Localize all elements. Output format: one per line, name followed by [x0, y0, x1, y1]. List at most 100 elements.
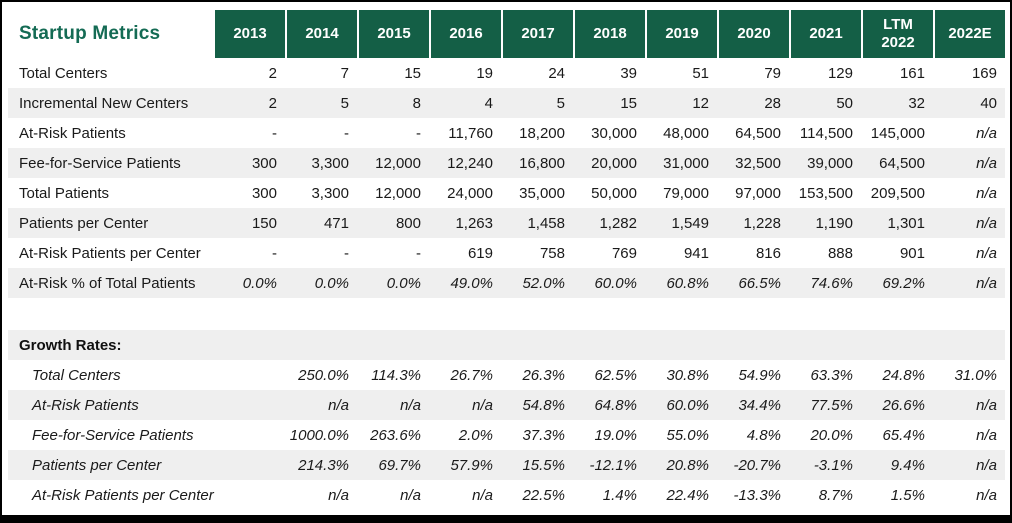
cell-value: 2 [268, 94, 277, 112]
cell-value: 60.0% [666, 396, 709, 414]
cell-value: 57.9% [450, 456, 493, 474]
cell-value: 816 [755, 244, 781, 262]
cell-value: -12.1% [589, 456, 637, 474]
cell-value: 55.0% [666, 426, 709, 444]
cell-value: 50 [836, 94, 853, 112]
cell-value: 769 [611, 244, 637, 262]
cell-value: - [344, 124, 349, 142]
cell-value: 1,549 [671, 214, 709, 232]
cell-value: 1000.0% [289, 426, 349, 444]
year-header-2016: 2016 [429, 10, 501, 58]
row-label: Patients per Center [19, 214, 149, 232]
cell-value: n/a [328, 486, 349, 504]
cell-value: n/a [472, 396, 493, 414]
cell-value: 1,282 [599, 214, 637, 232]
cell-value: 114,500 [799, 124, 853, 142]
cell-value: 0.0% [314, 274, 349, 292]
cell-value: 51 [692, 64, 709, 82]
cell-value: 48,000 [663, 124, 709, 142]
cell-value: 20.8% [666, 456, 709, 474]
cell-value: n/a [400, 486, 421, 504]
year-header-2018: 2018 [573, 10, 645, 58]
cell-value: 150 [251, 214, 277, 232]
cell-value: 22.4% [666, 486, 709, 504]
cell-value: 4.8% [746, 426, 781, 444]
cell-value: 8 [412, 94, 421, 112]
cell-value: 63.3% [810, 366, 853, 384]
table-row: At-Risk Patients per Center - - - 619 758 769 9… [8, 238, 1005, 268]
cell-value: 1.4% [602, 486, 637, 504]
cell-value: 20.0% [810, 426, 853, 444]
cell-value: n/a [976, 184, 997, 202]
row-label: Total Centers [19, 64, 108, 82]
cell-value: 32,500 [735, 154, 781, 172]
cell-value: 145,000 [870, 124, 925, 142]
cell-value: 49.0% [450, 274, 493, 292]
table-header-row: Startup Metrics 2013 2014 2015 2016 2017 2018… [8, 10, 1005, 58]
cell-value: n/a [976, 154, 997, 172]
cell-value: 39 [620, 64, 637, 82]
cell-value: 800 [395, 214, 421, 232]
year-header-2019: 2019 [645, 10, 717, 58]
row-label: At-Risk % of Total Patients [19, 274, 196, 292]
cell-value: 300 [251, 154, 277, 172]
cell-value: 12,000 [375, 184, 421, 202]
cell-value: 3,300 [311, 154, 349, 172]
cell-value: 300 [251, 184, 277, 202]
cell-value: 26.7% [450, 366, 493, 384]
cell-value: 619 [467, 244, 493, 262]
cell-value: - [416, 244, 421, 262]
cell-value: 74.6% [810, 274, 853, 292]
cell-value: 69.7% [378, 456, 421, 474]
cell-value: - [344, 244, 349, 262]
table-row: Patients per Center 150 471 800 1,263 1,458 1,… [8, 208, 1005, 238]
cell-value: 60.0% [594, 274, 637, 292]
cell-value: 250.0% [298, 366, 349, 384]
cell-value: 1,458 [527, 214, 565, 232]
cell-value: 15 [620, 94, 637, 112]
table-row: At-Risk Patients - - - 11,760 18,200 30,000 48,… [8, 118, 1005, 148]
row-label: Fee-for-Service Patients [19, 154, 181, 172]
cell-value: 2 [268, 64, 277, 82]
cell-value: 26.3% [522, 366, 565, 384]
cell-value: 31,000 [663, 154, 709, 172]
cell-value: 161 [899, 64, 925, 82]
cell-value: 77.5% [810, 396, 853, 414]
cell-value: 50,000 [591, 184, 637, 202]
cell-value: 1,190 [815, 214, 853, 232]
cell-value: 15 [404, 64, 421, 82]
cell-value: 888 [827, 244, 853, 262]
cell-value: 12,240 [447, 154, 493, 172]
cell-value: 34.4% [738, 396, 781, 414]
row-label: At-Risk Patients [32, 396, 139, 414]
year-header-ltm-2022: LTM 2022 [861, 10, 933, 58]
row-label: Patients per Center [32, 456, 162, 474]
cell-value: 8.7% [818, 486, 853, 504]
year-header-2022e: 2022E [933, 10, 1005, 58]
row-label: At-Risk Patients per Center [32, 486, 214, 504]
cell-value: 19.0% [594, 426, 637, 444]
cell-value: n/a [976, 396, 997, 414]
cell-value: 169 [971, 64, 997, 82]
cell-value: 64.8% [594, 396, 637, 414]
year-header-2014: 2014 [285, 10, 357, 58]
cell-value: n/a [976, 244, 997, 262]
cell-value: 471 [323, 214, 349, 232]
cell-value: 37.3% [522, 426, 565, 444]
cell-value: n/a [328, 396, 349, 414]
cell-value: 9.4% [890, 456, 925, 474]
year-header-2017: 2017 [501, 10, 573, 58]
growth-rates-section: Growth Rates: Total Centers 250.0% 114.3% 26… [8, 330, 1010, 510]
cell-value: 0.0% [242, 274, 277, 292]
cell-value: 5 [556, 94, 565, 112]
cell-value: 39,000 [807, 154, 853, 172]
cell-value: 66.5% [738, 274, 781, 292]
table-row: Total Centers 250.0% 114.3% 26.7% 26.3% 62.5%… [8, 360, 1005, 390]
cell-value: n/a [976, 214, 997, 232]
cell-value: 64,500 [879, 154, 925, 172]
row-label: Incremental New Centers [19, 94, 189, 112]
cell-value: 7 [340, 64, 349, 82]
cell-value: 35,000 [519, 184, 565, 202]
cell-value: 30,000 [591, 124, 637, 142]
